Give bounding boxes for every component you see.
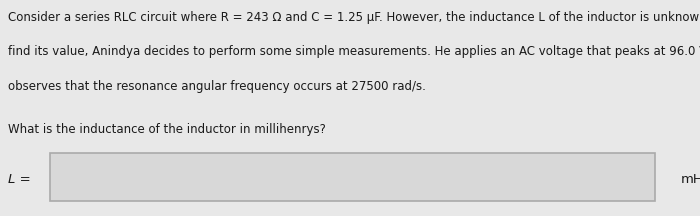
- Text: Consider a series RLC circuit where R = 243 Ω and C = 1.25 μF. However, the indu: Consider a series RLC circuit where R = …: [8, 11, 700, 24]
- Text: mH: mH: [680, 173, 700, 186]
- Text: What is the inductance of the inductor in millihenrys?: What is the inductance of the inductor i…: [8, 123, 326, 136]
- Text: observes that the resonance angular frequency occurs at 27500 rad/s.: observes that the resonance angular freq…: [8, 80, 426, 93]
- Text: L =: L =: [8, 173, 31, 186]
- Text: find its value, Anindya decides to perform some simple measurements. He applies : find its value, Anindya decides to perfo…: [8, 45, 700, 58]
- FancyBboxPatch shape: [50, 153, 655, 201]
